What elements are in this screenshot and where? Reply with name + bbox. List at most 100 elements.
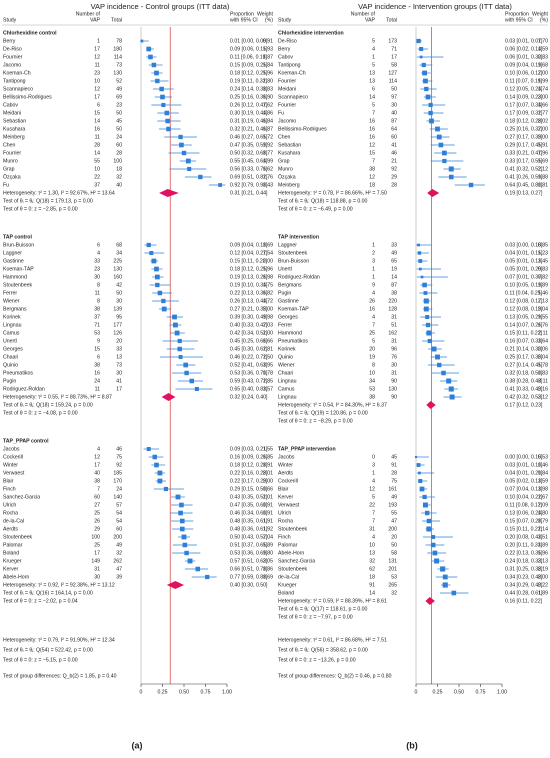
vap-count: 1 bbox=[372, 274, 375, 280]
proportion-ci: 0.66 [0.51, 0.78] bbox=[230, 566, 268, 572]
study-marker bbox=[426, 330, 432, 336]
total-count: 173 bbox=[388, 38, 397, 44]
x-tick-label: 0.50 bbox=[179, 689, 189, 695]
study-marker bbox=[181, 534, 187, 540]
x-tick-label: 1.00 bbox=[497, 689, 507, 695]
study-name: Kusahara bbox=[278, 150, 300, 156]
vap-count: 11 bbox=[95, 386, 100, 392]
proportion-ci: 0.12 [0.08, 0.17] bbox=[505, 298, 543, 304]
study-name: Abele-Horn bbox=[278, 550, 304, 556]
vap-count: 53 bbox=[94, 330, 100, 336]
weight: 1.90 bbox=[263, 94, 273, 100]
study-marker bbox=[184, 370, 189, 376]
study-name: Pugin bbox=[3, 378, 16, 384]
weight: 2.00 bbox=[263, 478, 273, 484]
total-count: 32 bbox=[116, 550, 122, 556]
proportion-ci: 0.07 [0.04, 0.13] bbox=[505, 486, 543, 492]
study-marker bbox=[424, 86, 429, 92]
proportion-ci: 0.13 [0.05, 0.29] bbox=[505, 314, 543, 320]
total-count: 131 bbox=[388, 558, 397, 564]
study-name: Kerver bbox=[278, 494, 294, 500]
study-name: Boland bbox=[3, 550, 19, 556]
study-name: Bellissimo-Rodrigues bbox=[278, 126, 327, 132]
panel-label: (b) bbox=[406, 740, 418, 750]
study-name: Aerdts bbox=[3, 526, 18, 532]
study-marker bbox=[414, 455, 418, 459]
study-marker bbox=[440, 566, 446, 572]
proportion-ci: 0.13 [0.06, 0.24] bbox=[505, 510, 543, 516]
weight: 1.72 bbox=[263, 298, 273, 304]
weight: 2.00 bbox=[538, 134, 548, 140]
vap-count: 40 bbox=[94, 470, 100, 476]
weight: 1.96 bbox=[538, 150, 548, 156]
study-name: Finch bbox=[278, 534, 291, 540]
study-marker bbox=[431, 535, 436, 539]
study-name: Finch bbox=[3, 486, 16, 492]
proportion-ci: 0.41 [0.26, 0.59] bbox=[505, 174, 543, 180]
weight: 1.50 bbox=[263, 354, 273, 360]
total-count: 42 bbox=[116, 282, 122, 288]
total-count: 87 bbox=[391, 118, 397, 124]
study-name: Bergmans bbox=[3, 306, 27, 312]
study-marker bbox=[174, 330, 180, 336]
weight: 2.11 bbox=[538, 330, 548, 336]
study-name: Ulrich bbox=[278, 510, 291, 516]
proportion-ci: 0.16 [0.09, 0.26] bbox=[230, 454, 268, 460]
study-name: Laggner bbox=[3, 250, 22, 256]
study-marker bbox=[205, 574, 210, 580]
total-count: 162 bbox=[388, 330, 397, 336]
overall-ci: 0.32 [0.24, 0.40] bbox=[230, 394, 268, 400]
proportion-ci: 0.05 [0.01, 0.29] bbox=[505, 266, 543, 272]
overall-diamond bbox=[159, 189, 179, 197]
total-count: 92 bbox=[391, 166, 397, 172]
vap-count: 14 bbox=[94, 150, 100, 156]
weight: 2.06 bbox=[538, 346, 548, 352]
study-marker bbox=[420, 275, 424, 279]
weight: 1.95 bbox=[263, 362, 273, 368]
study-name: Özçaka bbox=[3, 173, 21, 180]
total-count: 53 bbox=[391, 574, 397, 580]
vap-count: 1 bbox=[372, 242, 375, 248]
proportion-ci: 0.55 [0.45, 0.64] bbox=[230, 158, 268, 164]
study-marker bbox=[438, 142, 444, 148]
study-marker bbox=[163, 486, 169, 492]
proportion-ci: 0.22 [0.17, 0.29] bbox=[230, 478, 268, 484]
study-name: Jacomo bbox=[278, 118, 296, 124]
col-header: Study bbox=[278, 17, 292, 23]
weight: 1.68 bbox=[538, 62, 548, 68]
x-tick-label: 0.25 bbox=[432, 689, 442, 695]
proportion-ci: 0.26 [0.12, 0.47] bbox=[230, 102, 268, 108]
vap-count: 60 bbox=[94, 494, 100, 500]
study-name: Sebastian bbox=[278, 142, 301, 148]
proportion-ci: 0.22 [0.13, 0.35] bbox=[505, 550, 543, 556]
total-count: 18 bbox=[116, 166, 122, 172]
total-count: 64 bbox=[391, 126, 397, 132]
total-count: 68 bbox=[116, 242, 122, 248]
weight: 1.87 bbox=[263, 54, 273, 60]
proportion-ci: 0.27 [0.21, 0.35] bbox=[230, 306, 268, 312]
weight: 1.84 bbox=[263, 62, 273, 68]
vap-count: 17 bbox=[94, 550, 100, 556]
study-name: Kerver bbox=[3, 566, 19, 572]
proportion-ci: 0.09 [0.06, 0.15] bbox=[230, 46, 268, 52]
total-count: 161 bbox=[388, 486, 397, 492]
vap-count: 100 bbox=[91, 534, 100, 540]
proportion-ci: 0.19 [0.10, 0.34] bbox=[230, 282, 268, 288]
study-name: Quinio bbox=[3, 362, 18, 368]
study-name: Munro bbox=[3, 158, 18, 164]
weight: 2.04 bbox=[263, 534, 273, 540]
proportion-ci: 0.15 [0.11, 0.21] bbox=[505, 526, 543, 532]
study-marker bbox=[425, 322, 431, 328]
overall-ci: 0.16 [0.11, 0.22] bbox=[505, 598, 543, 604]
proportion-ci: 0.21 [0.14, 0.30] bbox=[505, 346, 543, 352]
total-count: 49 bbox=[116, 86, 122, 92]
vap-count: 7 bbox=[97, 486, 100, 492]
weight: 1.84 bbox=[263, 118, 273, 124]
study-name: Cockerill bbox=[278, 478, 298, 484]
study-marker bbox=[448, 166, 454, 172]
study-name: Krueger bbox=[278, 582, 297, 588]
proportion-ci: 0.48 [0.35, 0.61] bbox=[230, 518, 268, 524]
vap-count: 5 bbox=[372, 338, 375, 344]
vap-count: 23 bbox=[94, 266, 100, 272]
vap-count: 30 bbox=[94, 274, 100, 280]
